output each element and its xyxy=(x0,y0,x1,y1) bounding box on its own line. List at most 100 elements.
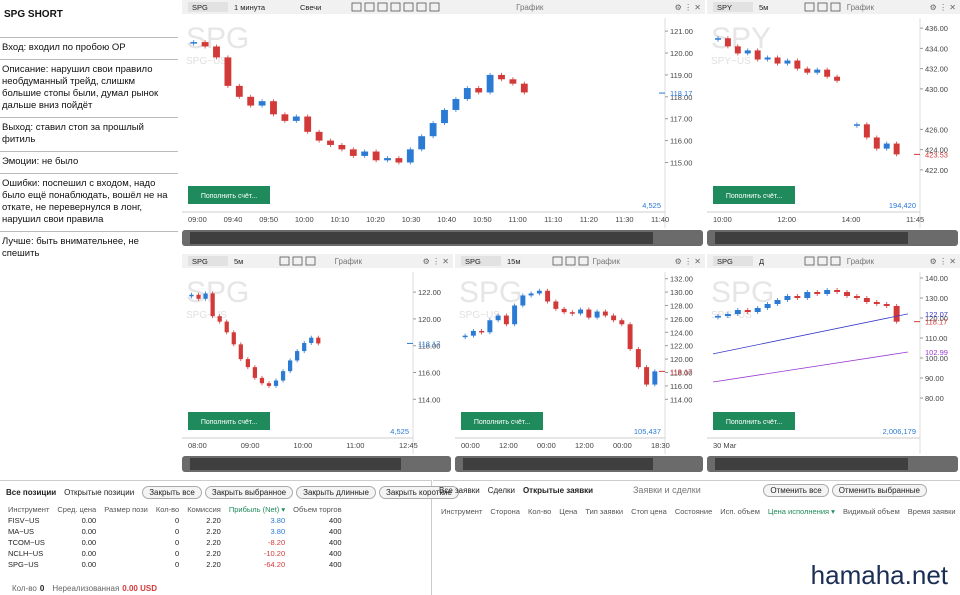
x-tick-label: 09:40 xyxy=(224,215,243,224)
x-tick-label: 12:00 xyxy=(777,215,796,224)
positions-footer: Кол-во 0 Нереализованная 0.00 USD xyxy=(12,584,157,593)
note-item: Лучше: быть внимательнее, не спешить xyxy=(0,231,178,265)
last-price-label: 118.17 xyxy=(418,339,440,348)
candle xyxy=(834,290,841,292)
symbol: SPG xyxy=(192,257,208,266)
chart-svg: SPG 1 минута Свечи График ⚙ ⋮ ✕SPGSPG~US115.… xyxy=(182,0,705,246)
y-tick-label: 120.00 xyxy=(670,49,693,58)
candle xyxy=(349,149,357,156)
cell xyxy=(100,548,152,559)
profit-cell: 3.80 xyxy=(270,527,286,536)
y-tick-label: 114.00 xyxy=(418,395,440,404)
candle xyxy=(794,60,801,69)
y-tick-label: 122.00 xyxy=(670,342,693,351)
y-tick-label: 119.00 xyxy=(670,71,692,80)
candle xyxy=(217,316,222,322)
positions-toolbar: Все позиции Открытые позиции Закрыть все За… xyxy=(0,481,459,504)
tool-icon xyxy=(830,256,841,266)
position-row[interactable]: FISV~US 0.00 0 2.20 3.80 400 xyxy=(4,515,346,526)
tab[interactable]: Открытые позиции xyxy=(64,488,135,497)
cell xyxy=(100,515,152,526)
cell: 0 xyxy=(175,560,180,569)
candle xyxy=(441,109,448,124)
column-header: Объем торгов xyxy=(293,505,342,514)
window-controls: ⚙ ⋮ ✕ xyxy=(675,257,701,266)
y-tick-label: 116.00 xyxy=(670,382,692,391)
tab[interactable]: Все позиции xyxy=(6,488,57,497)
candle xyxy=(372,151,380,161)
button[interactable]: Отменить выбранные xyxy=(831,484,927,497)
cell: 0.00 xyxy=(81,549,97,558)
column-header: Комиссия xyxy=(187,505,221,514)
button[interactable]: Закрыть все xyxy=(142,486,202,499)
y-tick-label: 422.00 xyxy=(925,166,948,175)
position-row[interactable]: SPG~US 0.00 0 2.20 -64.20 400 xyxy=(4,559,346,570)
fund-button-label: Пополнить счёт... xyxy=(726,193,782,200)
toolbar xyxy=(182,0,705,14)
x-tick-label: 09:00 xyxy=(241,441,260,450)
y-tick-label: 130.00 xyxy=(670,288,693,297)
button[interactable]: Закрыть длинные xyxy=(296,486,376,499)
candle xyxy=(545,290,551,302)
button[interactable]: Отменить все xyxy=(763,484,829,497)
navigator-window xyxy=(190,232,653,244)
position-row[interactable]: MA~US 0.00 0 2.20 3.80 400 xyxy=(4,526,346,537)
window-controls: ⚙ ⋮ ✕ xyxy=(675,3,701,12)
tool-icon xyxy=(429,2,440,12)
candle xyxy=(586,309,592,318)
candle xyxy=(794,296,801,298)
position-row[interactable]: TCOM~US 0.00 0 2.20 -8.20 400 xyxy=(4,537,346,548)
chart-panel: SPY 5м График ⚙ ⋮ ✕ SPY SPY~US 422.00 424.00 426… xyxy=(707,0,960,252)
chart-watermark-sub: SPG~US xyxy=(186,310,227,321)
x-tick-label: 09:00 xyxy=(188,215,207,224)
chart-watermark-sub: SPG~US xyxy=(711,310,752,321)
candle xyxy=(561,308,567,313)
profit-cell: -10.20 xyxy=(263,549,286,558)
cell: 0.00 xyxy=(81,538,97,547)
tool-icon xyxy=(390,2,401,12)
chart-watermark-sub: SPG~US xyxy=(459,310,500,321)
candle xyxy=(611,315,617,321)
candle xyxy=(824,290,831,294)
chart-panel: SPG 15м График ⚙ ⋮ ✕ SPG SPG~US 114.00 116.00 11… xyxy=(455,254,705,478)
cell: 400 xyxy=(329,549,342,558)
position-row[interactable]: NCLH~US 0.00 0 2.20 -10.20 400 xyxy=(4,548,346,559)
tool-icon xyxy=(292,256,303,266)
candle xyxy=(203,293,208,299)
y-tick-label: 128.00 xyxy=(670,302,693,311)
orders-panel: Все заявки Сделки Открытые заявки Заявки и … xyxy=(433,480,960,595)
button[interactable]: Закрыть выбранное xyxy=(204,486,294,499)
symbol-box xyxy=(188,256,228,266)
candle xyxy=(784,296,791,300)
candle xyxy=(883,143,890,149)
tool-icon xyxy=(804,256,815,266)
fund-button xyxy=(188,412,270,430)
y-tick-label: 120.00 xyxy=(925,314,948,323)
candle xyxy=(418,136,426,150)
window-controls: ⚙ ⋮ ✕ xyxy=(930,257,956,266)
y-tick-label: 114.00 xyxy=(670,395,692,404)
x-tick-label: 09:50 xyxy=(259,215,278,224)
footer-value: 0.00 USD xyxy=(122,584,157,593)
tab[interactable]: Сделки xyxy=(487,486,515,495)
chart-watermark-sub: SPY~US xyxy=(711,56,751,67)
tab[interactable]: Все заявки xyxy=(439,486,480,495)
y-tick-label: 424.00 xyxy=(925,146,948,155)
cell: NCLH~US xyxy=(8,549,44,558)
x-tick-label: 08:00 xyxy=(188,441,207,450)
column-header: Кол-во xyxy=(527,507,552,516)
column-header: Видимый объем xyxy=(842,507,900,516)
cell: 400 xyxy=(329,560,342,569)
tool-icon xyxy=(305,256,316,266)
y-tick-label: 120.00 xyxy=(418,315,441,324)
candle xyxy=(295,351,300,361)
button[interactable]: Закрыть короткие xyxy=(378,486,459,499)
cell: SPG~US xyxy=(8,560,39,569)
y-tick-label: 118.00 xyxy=(670,369,692,378)
x-tick-label: 12:00 xyxy=(575,441,594,450)
symbol-box xyxy=(461,256,501,266)
candle xyxy=(470,330,476,336)
cell xyxy=(100,559,152,570)
tab[interactable]: Открытые заявки xyxy=(522,486,594,495)
footer-label: Нереализованная xyxy=(52,584,120,593)
